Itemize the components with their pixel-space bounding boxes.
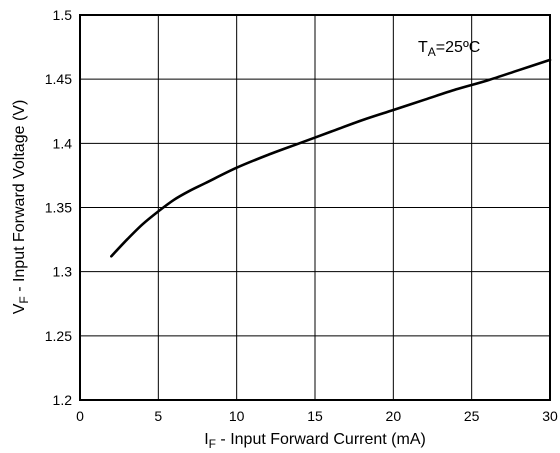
y-axis-label-sub: F [17,296,31,303]
y-axis-label-rest: - Input Forward Voltage (V) [11,100,28,297]
y-axis-label-main: V [11,303,28,314]
series-line [110,58,552,258]
annotation-main: T [418,39,428,56]
grid-lines [80,15,550,400]
annotation-sub: A [428,45,436,59]
y-axis-label: VF - Input Forward Voltage (V) [11,100,31,315]
x-axis-label-main: I [204,431,208,448]
temperature-annotation: TA=25ºC [418,39,480,59]
y-tick-label: 1.45 [45,71,72,87]
y-tick-label: 1.3 [53,264,73,280]
x-tick-label: 20 [386,408,402,424]
x-axis-label-sub: F [209,437,216,451]
y-tick-label: 1.2 [53,392,73,408]
x-axis-label-rest: - Input Forward Current (mA) [216,431,426,448]
y-tick-label: 1.25 [45,328,72,344]
x-tick-label: 0 [76,408,84,424]
x-tick-label: 5 [154,408,162,424]
x-tick-label: 25 [464,408,480,424]
y-tick-label: 1.35 [45,200,72,216]
y-tick-label: 1.5 [53,7,73,23]
x-tick-label: 15 [307,408,323,424]
plot-frame [79,14,551,401]
x-tick-label: 10 [229,408,245,424]
y-tick-label: 1.4 [53,135,73,151]
annotation-rest: =25ºC [436,39,481,56]
x-tick-label: 30 [542,408,558,424]
x-axis-label: IF - Input Forward Current (mA) [204,431,426,451]
x-tick-labels: 0 5 10 15 20 25 30 [76,408,558,424]
y-tick-labels: 1.2 1.25 1.3 1.35 1.4 1.45 1.5 [45,7,72,408]
